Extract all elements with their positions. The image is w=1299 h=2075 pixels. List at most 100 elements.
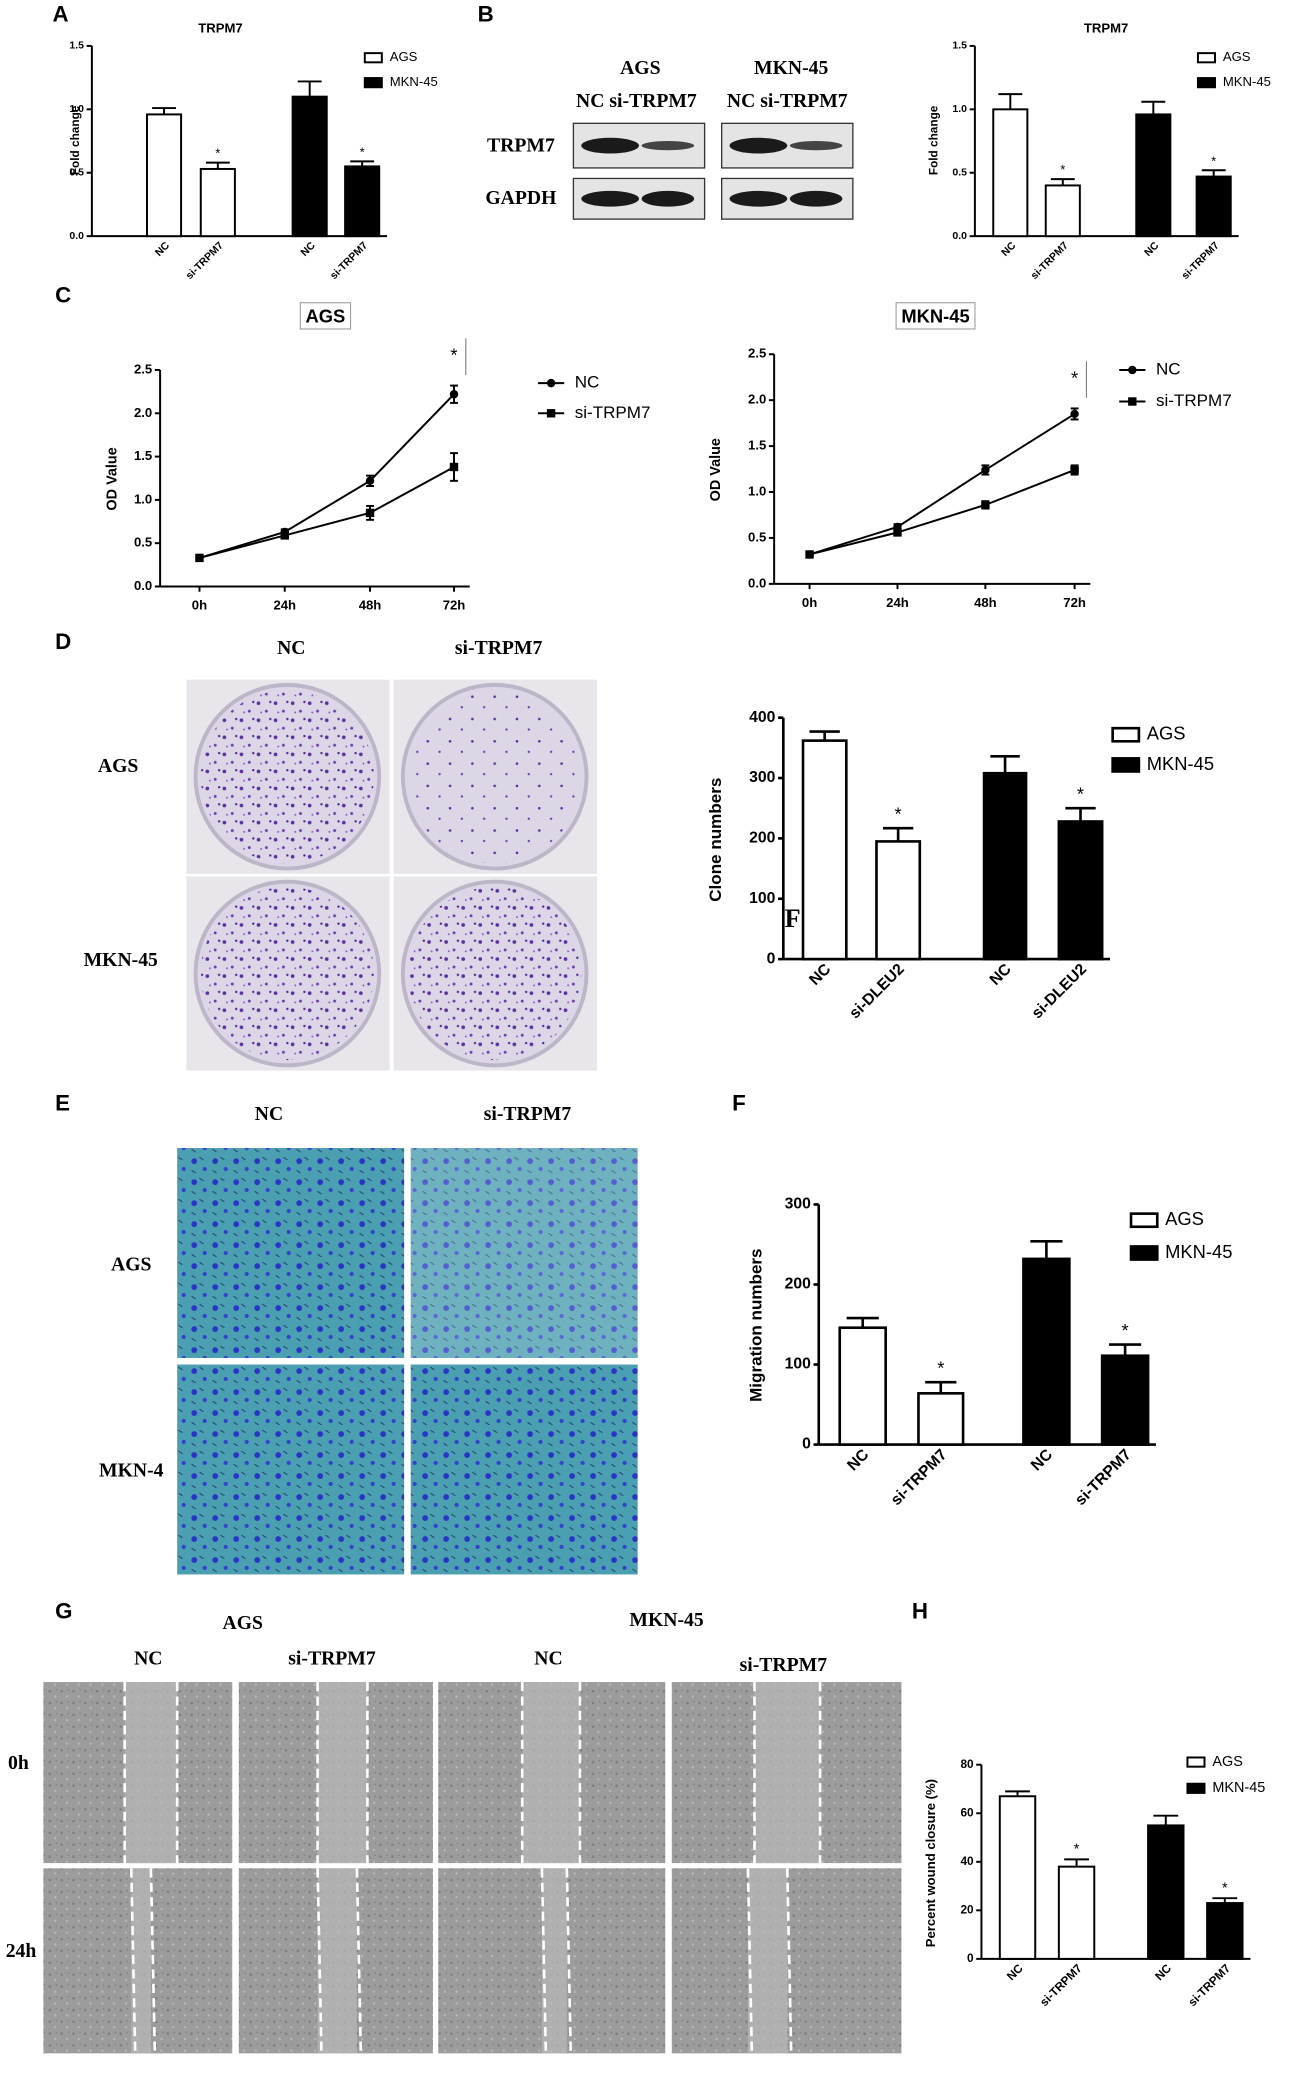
- transwell-photo: [177, 1364, 405, 1575]
- point: [195, 553, 204, 563]
- x-tick-label: si-DLEU2: [1029, 961, 1091, 1023]
- y-tick-label: 1.0: [69, 104, 84, 115]
- wound-column-label: NC: [534, 1647, 562, 1669]
- y-axis-label: Fold change: [926, 105, 940, 175]
- legend-marker: [1128, 365, 1137, 375]
- y-tick-label: 1.5: [748, 438, 766, 453]
- wound-column-label: si-TRPM7: [740, 1654, 828, 1676]
- colony-dish-cells: [200, 886, 374, 1061]
- y-tick-label: 0.5: [748, 529, 766, 544]
- wound-edge: [149, 1868, 157, 2054]
- legend-swatch: [1111, 726, 1141, 743]
- wound-row-label: 24h: [6, 1940, 37, 1962]
- bar: [998, 1795, 1037, 1960]
- legend-swatch: [1129, 1212, 1159, 1229]
- x-tick-label: NC: [299, 240, 318, 259]
- legend-label: MKN-45: [1165, 1241, 1232, 1262]
- blot-row-label: GAPDH: [485, 187, 556, 209]
- point: [893, 528, 902, 537]
- blot-band: [729, 190, 788, 207]
- y-tick-label: 2.5: [748, 346, 766, 361]
- blot-band: [581, 137, 640, 154]
- bar: [801, 739, 848, 961]
- legend-swatch: [1196, 77, 1216, 89]
- significance: *: [1060, 162, 1065, 177]
- wound-edge: [565, 1868, 573, 2054]
- x-tick-label: si-TRPM7: [888, 1446, 951, 1509]
- blot-band: [581, 190, 640, 207]
- x-tick-label: 0h: [192, 598, 207, 613]
- legend-label: si-TRPM7: [575, 403, 651, 422]
- y-tick-label: 100: [785, 1356, 812, 1373]
- wound-cell-line: MKN-45: [629, 1609, 703, 1631]
- wound-column-label: si-TRPM7: [288, 1647, 376, 1669]
- blot-cell-line: MKN-45: [754, 57, 828, 79]
- bar: [291, 95, 328, 238]
- legend-label: si-TRPM7: [1156, 391, 1232, 410]
- wound-row-label: 0h: [8, 1752, 29, 1774]
- bar: [1195, 175, 1232, 238]
- transwell-column-label: si-TRPM7: [484, 1103, 572, 1125]
- bar: [1022, 1257, 1071, 1446]
- series-line: [199, 393, 455, 559]
- legend-swatch: [1196, 52, 1216, 64]
- legend-marker: [1128, 397, 1137, 406]
- significance: *: [1211, 153, 1216, 168]
- bar: [1044, 184, 1081, 238]
- panel-letter: H: [912, 1598, 928, 1623]
- y-tick-label: 0.0: [69, 231, 84, 242]
- significance: *: [1074, 1842, 1080, 1858]
- legend-marker: [546, 378, 556, 388]
- title-box: [299, 302, 352, 330]
- note: F: [785, 904, 801, 933]
- point: [981, 500, 990, 510]
- x-tick-label: 72h: [1063, 595, 1086, 610]
- point: [449, 462, 459, 472]
- point: [805, 550, 814, 559]
- blot-band: [789, 190, 843, 207]
- y-axis-label: OD Value: [105, 447, 121, 510]
- x-tick-label: NC: [1028, 1446, 1056, 1474]
- y-tick-label: 1.5: [134, 448, 152, 463]
- blot-lane-label: NC si-TRPM7: [727, 90, 848, 112]
- significance: *: [1071, 367, 1078, 388]
- legend-swatch: [1111, 757, 1141, 773]
- significance: *: [937, 1357, 944, 1378]
- x-tick-label: 0h: [802, 595, 817, 610]
- chart-title: MKN-45: [901, 305, 969, 326]
- y-tick-label: 0.0: [134, 578, 152, 593]
- x-tick-label: si-TRPM7: [1037, 1961, 1085, 2009]
- y-tick-label: 100: [749, 890, 776, 907]
- y-tick-label: 0.5: [952, 168, 967, 179]
- wound-gap: [754, 1682, 821, 1864]
- y-axis-label: Clone numbers: [706, 778, 725, 902]
- x-tick-label: 48h: [974, 595, 997, 610]
- bar: [838, 1326, 887, 1446]
- legend-label: AGS: [390, 49, 418, 64]
- wound-gap: [317, 1868, 357, 2054]
- wound-gap: [522, 1682, 580, 1864]
- bar: [199, 167, 236, 238]
- transwell-column-label: NC: [255, 1103, 283, 1125]
- wound-gap: [541, 1868, 567, 2054]
- y-tick-label: 0.0: [952, 231, 967, 242]
- bar: [992, 108, 1029, 238]
- point: [365, 476, 375, 486]
- x-tick-label: NC: [1000, 240, 1019, 259]
- transwell-photo: [410, 1148, 638, 1358]
- wound-cell-line: AGS: [223, 1612, 264, 1634]
- blot-cell-line: AGS: [620, 57, 661, 79]
- wound-edge: [316, 1868, 323, 2054]
- y-tick-label: 200: [785, 1276, 812, 1293]
- panel-letter: D: [55, 629, 71, 654]
- bar: [1206, 1902, 1244, 1960]
- blot-band: [729, 137, 788, 154]
- bar: [146, 113, 183, 238]
- series-line: [809, 413, 1076, 556]
- legend-label: MKN-45: [1223, 74, 1271, 89]
- bar: [917, 1392, 965, 1446]
- transwell-row-label: MKN-4: [99, 1460, 164, 1482]
- chart-title: TRPM7: [198, 20, 242, 35]
- x-tick-label: si-TRPM7: [184, 240, 226, 282]
